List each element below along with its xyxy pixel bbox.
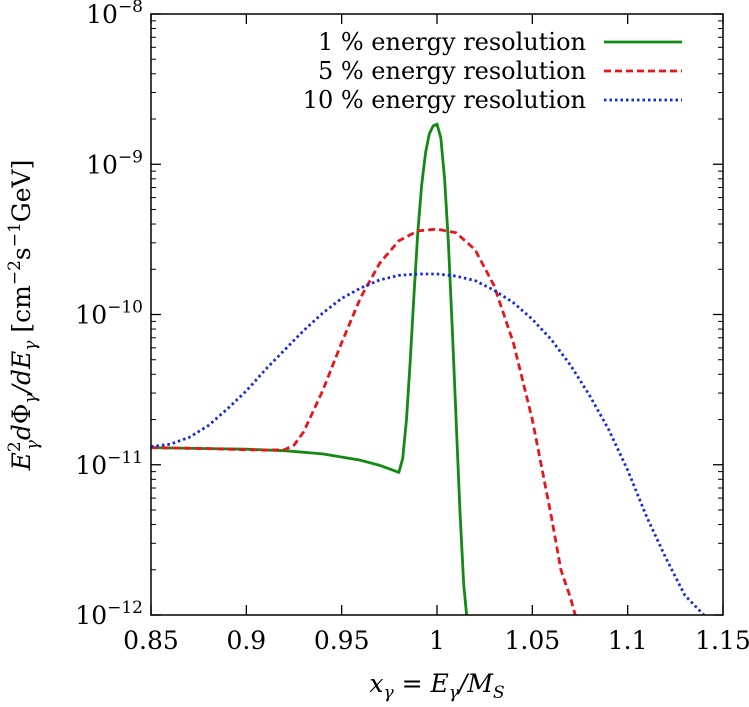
x-tick-label: 1 xyxy=(429,626,445,655)
y-tick-label: 10−10 xyxy=(75,298,143,330)
y-tick-label: 10−11 xyxy=(75,448,143,480)
y-axis-title: E2γdΦγ/dEγ [cm−2s−1GeV] xyxy=(5,160,43,472)
x-tick-label: 0.9 xyxy=(226,626,266,655)
series-line-3 xyxy=(151,272,705,615)
legend-label: 10 % energy resolution xyxy=(303,86,586,114)
y-tick-label: 10−9 xyxy=(86,147,143,179)
series-layer xyxy=(151,122,705,615)
x-tick-label: 0.95 xyxy=(314,626,370,655)
y-tick-label: 10−12 xyxy=(75,598,143,630)
legend-label: 1 % energy resolution xyxy=(318,28,586,56)
x-tick-label: 0.85 xyxy=(123,626,179,655)
x-tick-label: 1.05 xyxy=(504,626,560,655)
x-tick-label: 1.15 xyxy=(695,626,749,655)
x-axis-title: xγ = Eγ/MS xyxy=(369,669,504,703)
tick-layer: 0.85 0.9 0.95 1 1.05 1.1 1.15 10−12 10−11 10−10 10… xyxy=(75,0,749,655)
x-tick-label: 1.1 xyxy=(608,626,648,655)
legend-label: 5 % energy resolution xyxy=(318,57,586,85)
y-tick-label: 10−8 xyxy=(86,0,143,29)
series-line-2 xyxy=(151,227,577,615)
series-line-1 xyxy=(151,122,468,615)
svg-text:E2γdΦγ/dEγ [cm−2s−1GeV]: E2γdΦγ/dEγ [cm−2s−1GeV] xyxy=(5,160,43,472)
